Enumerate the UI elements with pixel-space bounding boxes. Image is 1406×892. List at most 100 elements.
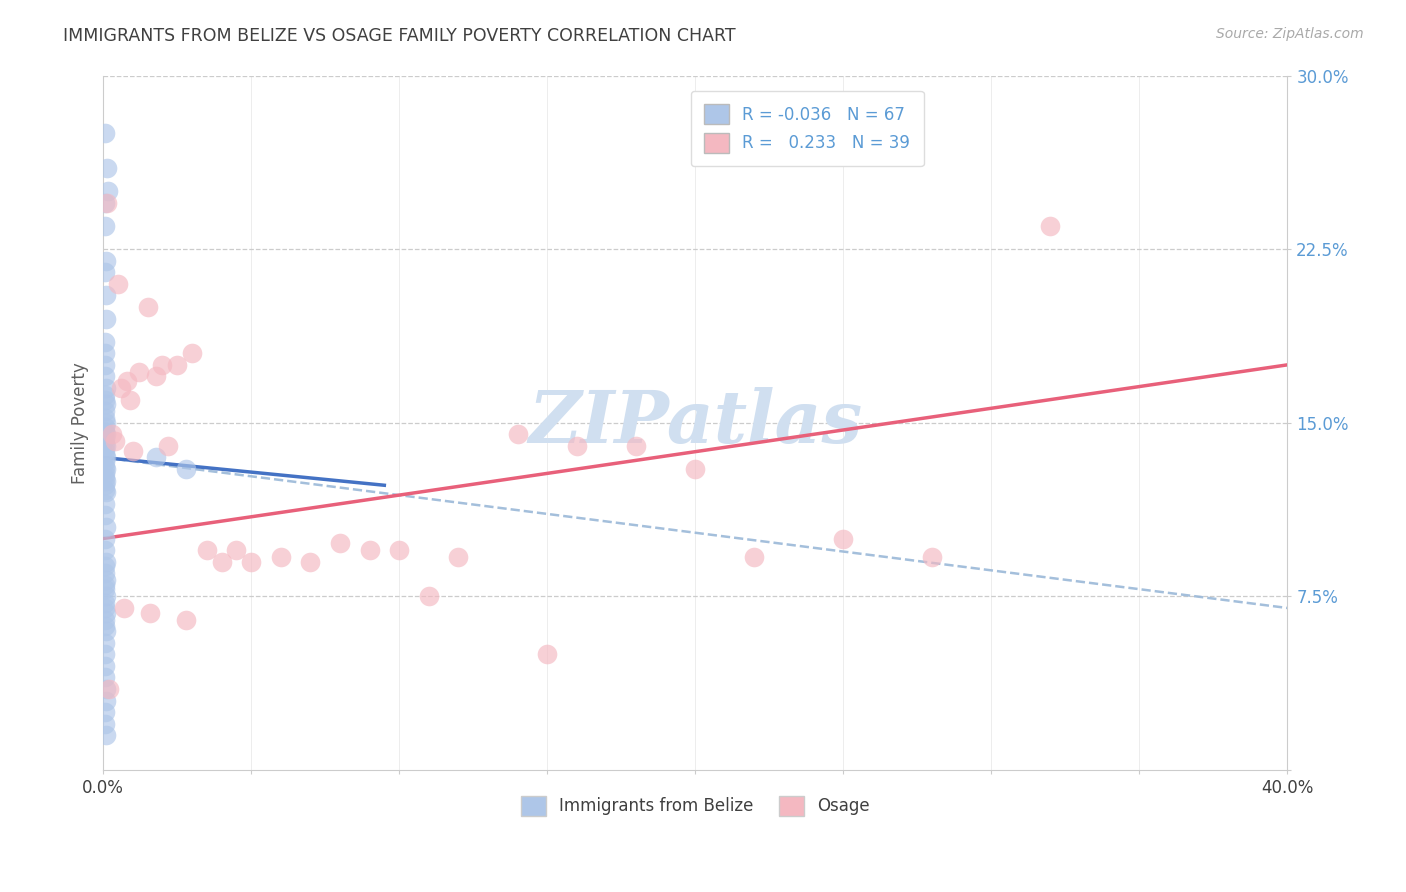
Point bbox=[1039, 219, 1062, 233]
Point bbox=[240, 555, 263, 569]
Point bbox=[94, 635, 117, 649]
Point bbox=[744, 549, 766, 564]
Point bbox=[225, 543, 247, 558]
Point bbox=[94, 555, 117, 569]
Point bbox=[107, 277, 129, 291]
Point bbox=[93, 543, 115, 558]
Point bbox=[418, 590, 440, 604]
Point bbox=[174, 462, 197, 476]
Point bbox=[94, 606, 117, 620]
Point bbox=[94, 420, 117, 434]
Point bbox=[136, 300, 159, 314]
Point bbox=[96, 161, 118, 175]
Point bbox=[104, 434, 127, 449]
Point bbox=[94, 425, 117, 439]
Y-axis label: Family Poverty: Family Poverty bbox=[72, 362, 89, 483]
Point bbox=[94, 596, 117, 610]
Point bbox=[94, 195, 117, 210]
Point bbox=[94, 508, 117, 523]
Point bbox=[94, 432, 117, 446]
Point bbox=[94, 716, 117, 731]
Point bbox=[270, 549, 292, 564]
Point bbox=[94, 219, 117, 233]
Point bbox=[93, 459, 115, 474]
Point bbox=[93, 127, 115, 141]
Point bbox=[93, 483, 115, 497]
Point bbox=[565, 439, 588, 453]
Point bbox=[145, 450, 167, 465]
Point bbox=[94, 404, 117, 418]
Point bbox=[921, 549, 943, 564]
Point bbox=[94, 670, 117, 684]
Point bbox=[115, 374, 138, 388]
Point bbox=[157, 439, 180, 453]
Point bbox=[94, 474, 117, 488]
Point bbox=[121, 443, 143, 458]
Point bbox=[94, 397, 117, 411]
Point bbox=[94, 624, 117, 639]
Point bbox=[150, 358, 173, 372]
Point bbox=[329, 536, 352, 550]
Point bbox=[447, 549, 470, 564]
Point bbox=[94, 485, 117, 500]
Point bbox=[536, 647, 558, 661]
Point bbox=[139, 606, 162, 620]
Point bbox=[388, 543, 411, 558]
Point bbox=[94, 613, 117, 627]
Legend: Immigrants from Belize, Osage: Immigrants from Belize, Osage bbox=[512, 787, 877, 824]
Point bbox=[166, 358, 188, 372]
Point bbox=[94, 416, 117, 430]
Point bbox=[94, 578, 117, 592]
Text: IMMIGRANTS FROM BELIZE VS OSAGE FAMILY POVERTY CORRELATION CHART: IMMIGRANTS FROM BELIZE VS OSAGE FAMILY P… bbox=[63, 27, 735, 45]
Text: ZIPatlas: ZIPatlas bbox=[529, 387, 862, 458]
Point bbox=[506, 427, 529, 442]
Point bbox=[94, 471, 117, 485]
Point bbox=[94, 573, 117, 587]
Point bbox=[299, 555, 322, 569]
Point bbox=[94, 427, 117, 442]
Point bbox=[101, 427, 124, 442]
Point bbox=[94, 559, 117, 574]
Point bbox=[94, 455, 117, 469]
Point bbox=[211, 555, 233, 569]
Point bbox=[94, 346, 117, 360]
Point bbox=[94, 728, 117, 742]
Point bbox=[93, 411, 115, 425]
Point bbox=[94, 601, 117, 615]
Point bbox=[110, 381, 132, 395]
Point bbox=[94, 288, 117, 302]
Point bbox=[94, 448, 117, 462]
Point bbox=[94, 647, 117, 661]
Point bbox=[94, 388, 117, 402]
Point bbox=[94, 450, 117, 465]
Point bbox=[359, 543, 381, 558]
Point bbox=[112, 601, 135, 615]
Point bbox=[118, 392, 141, 407]
Point bbox=[683, 462, 706, 476]
Point bbox=[94, 439, 117, 453]
Point bbox=[94, 462, 117, 476]
Point bbox=[94, 566, 117, 581]
Text: Source: ZipAtlas.com: Source: ZipAtlas.com bbox=[1216, 27, 1364, 41]
Point bbox=[94, 478, 117, 492]
Point bbox=[93, 658, 115, 673]
Point bbox=[98, 681, 121, 696]
Point bbox=[93, 619, 115, 633]
Point bbox=[624, 439, 647, 453]
Point bbox=[96, 693, 118, 707]
Point bbox=[94, 497, 117, 511]
Point bbox=[174, 613, 197, 627]
Point bbox=[94, 532, 117, 546]
Point bbox=[96, 311, 118, 326]
Point bbox=[94, 369, 117, 384]
Point bbox=[93, 582, 115, 597]
Point bbox=[94, 590, 117, 604]
Point bbox=[93, 358, 115, 372]
Point bbox=[94, 253, 117, 268]
Point bbox=[94, 520, 117, 534]
Point bbox=[94, 443, 117, 458]
Point bbox=[94, 265, 117, 279]
Point bbox=[93, 436, 115, 450]
Point bbox=[97, 184, 120, 198]
Point bbox=[145, 369, 167, 384]
